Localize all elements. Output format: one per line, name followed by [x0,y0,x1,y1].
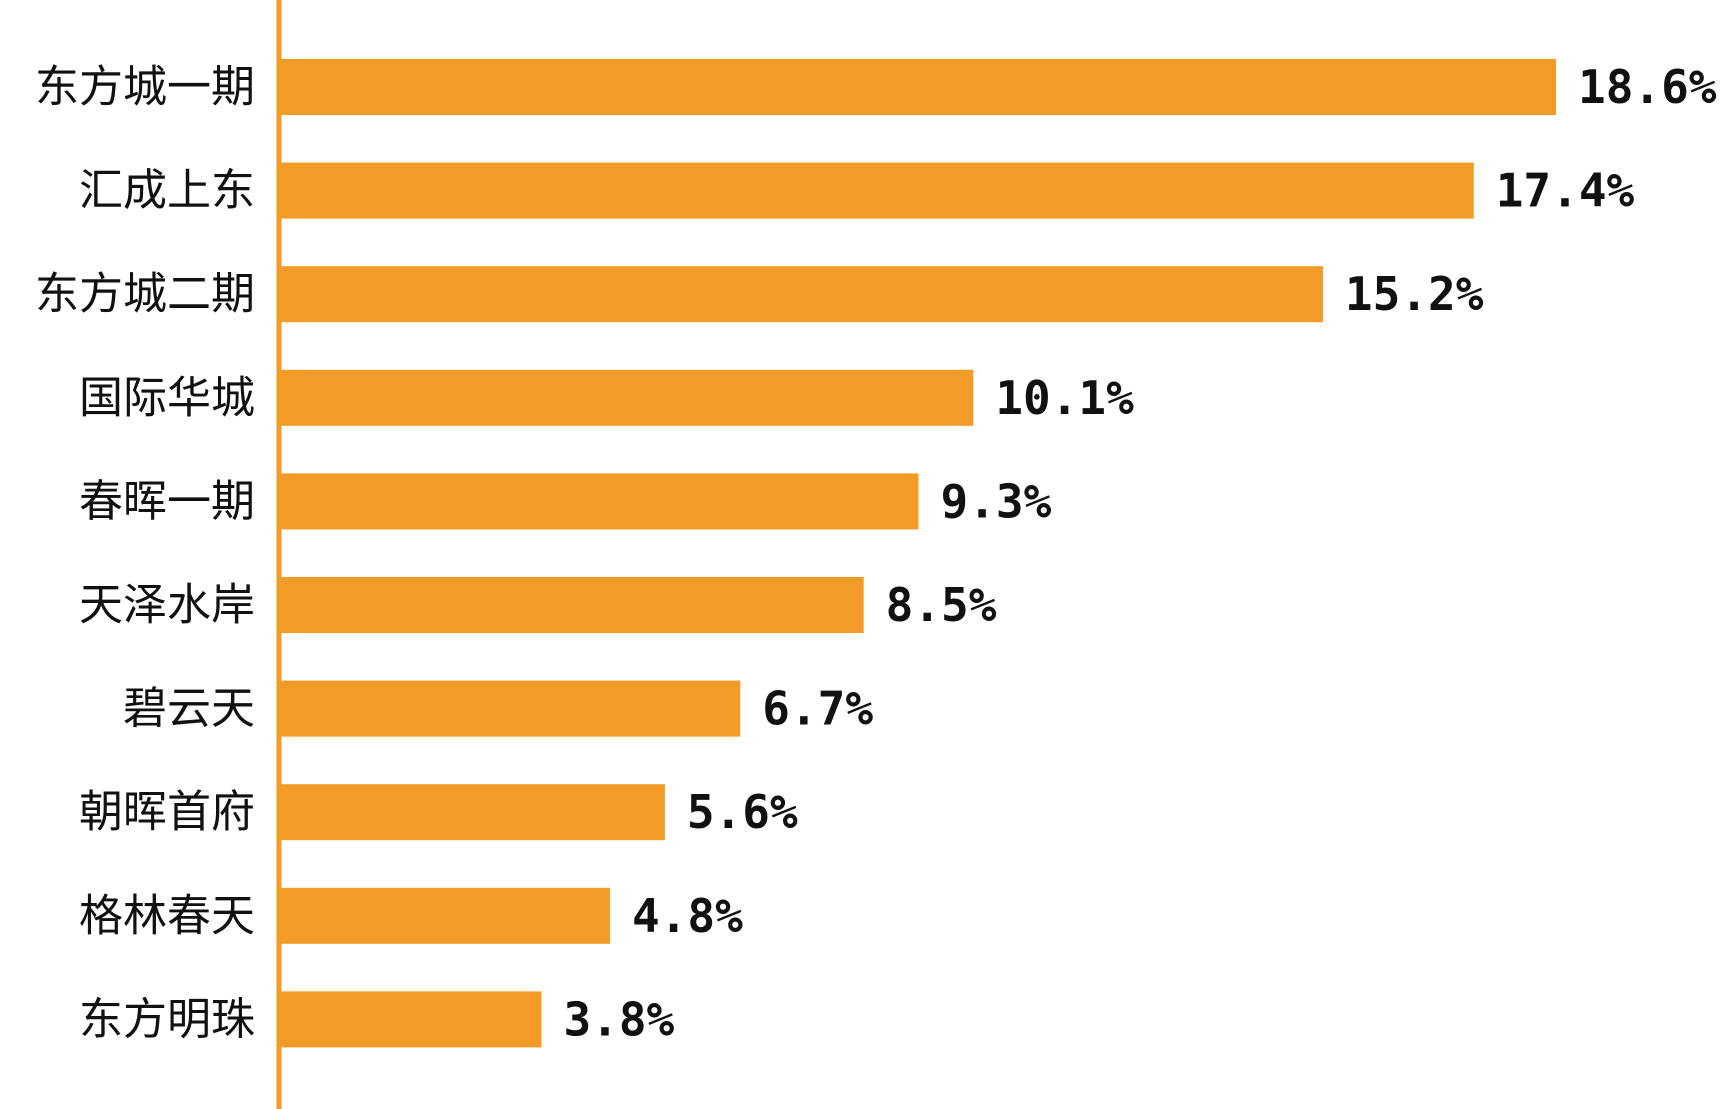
value-label: 15.2% [1345,267,1484,321]
bar [281,887,611,944]
bar [281,577,864,633]
category-label: 东方明珠 [79,994,255,1045]
value-label: 10.1% [995,371,1134,425]
bar [281,266,1323,323]
category-label: 格林春天 [79,890,255,941]
value-label: 5.6% [687,785,798,839]
value-label: 18.6% [1578,60,1717,114]
value-label: 9.3% [941,474,1052,528]
category-label: 碧云天 [123,683,255,734]
value-label: 6.7% [762,682,873,736]
bar [281,162,1474,219]
bar [281,991,542,1048]
value-label: 17.4% [1496,164,1635,218]
category-label: 国际华城 [79,372,255,423]
category-label: 东方城一期 [35,62,255,113]
value-label: 3.8% [563,992,674,1046]
value-label: 8.5% [886,578,997,632]
category-label: 东方城二期 [35,269,255,320]
value-label: 4.8% [632,889,743,943]
category-label: 天泽水岸 [79,580,255,631]
category-labels: 东方城一期汇成上东东方城二期国际华城春晖一期天泽水岸碧云天朝晖首府格林春天东方明… [35,62,255,1045]
bar [281,59,1556,115]
bars-layer [281,59,1556,1048]
category-label: 朝晖首府 [79,787,255,838]
bar [281,473,919,530]
bar [281,680,741,737]
bar [281,369,974,426]
category-label: 汇成上东 [79,165,255,216]
category-label: 春晖一期 [79,476,255,527]
value-labels: 18.6% 17.4%15.2% 10.1% 9.3% 8.5%6.7% 5.6% 4.8%… [563,60,1716,1046]
bar [281,784,665,841]
